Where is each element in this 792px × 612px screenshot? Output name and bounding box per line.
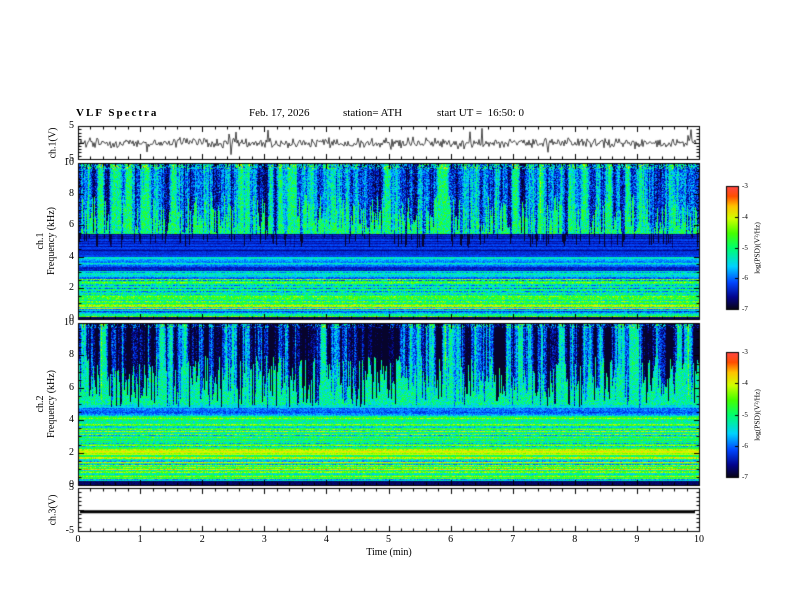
- colorbar2-label: log(PSD)(V²/Hz): [752, 389, 762, 441]
- y-tick-label: 6: [69, 381, 74, 393]
- colorbar-tick-label: -5: [742, 243, 748, 252]
- y-tick-label: 0: [69, 479, 74, 490]
- x-tick-label: 3: [261, 534, 267, 545]
- colorbar-tick-label: -6: [742, 274, 748, 283]
- x-tick-label: 5: [386, 534, 391, 545]
- axis-label-ch1-frequency: ch.1 Frequency (kHz): [35, 207, 57, 275]
- y-tick-label: 10: [64, 157, 74, 168]
- axis-label-time: Time (min): [366, 547, 412, 558]
- y-tick-label: 5: [69, 120, 74, 131]
- x-tick-label: 7: [510, 534, 516, 545]
- header-date: Feb. 17, 2026: [249, 107, 310, 119]
- y-tick-label: 10: [64, 317, 74, 328]
- axis-label-line2: Frequency (kHz): [46, 206, 57, 276]
- colorbar-tick-label: -4: [742, 379, 748, 388]
- x-tick-label: 4: [323, 534, 329, 545]
- figure-title: VLF Spectra: [76, 107, 159, 119]
- x-tick-label: 6: [448, 534, 454, 545]
- colorbar-tick-label: -6: [742, 441, 748, 450]
- axis-label-ch2-frequency: ch.2 Frequency (kHz): [35, 370, 57, 438]
- header-station: station= ATH: [343, 107, 403, 119]
- axis-label-line2: Frequency (kHz): [46, 369, 57, 439]
- colorbar-tick-label: -3: [742, 348, 748, 356]
- x-tick-label: 8: [572, 534, 578, 545]
- y-tick-label: -5: [65, 153, 74, 164]
- x-tick-label: 2: [199, 534, 205, 545]
- colorbar-tick-label: -5: [742, 410, 748, 419]
- y-tick-label: -5: [65, 525, 74, 536]
- colorbar1-label: log(PSD)(V²/Hz): [752, 222, 762, 274]
- y-tick-label: 6: [69, 219, 74, 231]
- y-tick-label: 2: [69, 446, 74, 458]
- y-tick-label: 2: [69, 281, 74, 293]
- y-tick-label: 0: [69, 313, 74, 324]
- x-tick-label: 0: [75, 534, 81, 545]
- x-tick-label: 1: [137, 534, 143, 545]
- colorbar-tick-label: -3: [742, 182, 748, 190]
- axis-label-text: ch.3(V): [47, 494, 59, 526]
- axis-label-line1: ch.2: [35, 395, 46, 413]
- y-tick-label: 4: [69, 250, 74, 262]
- header-start-ut: start UT = 16:50: 0: [437, 107, 524, 119]
- colorbar-tick-label: -7: [742, 305, 748, 313]
- y-tick-label: 4: [69, 414, 74, 426]
- axis-label-ch3-voltage: ch.3(V): [48, 495, 59, 526]
- y-tick-label: 5: [69, 482, 74, 493]
- colorbar-tick-label: -4: [742, 212, 748, 221]
- x-tick-label: 9: [634, 534, 640, 545]
- axis-label-line1: ch.1: [35, 232, 46, 250]
- colorbar-tick-label: -7: [742, 473, 748, 481]
- y-tick-label: 8: [69, 188, 74, 200]
- x-tick-label: 10: [694, 534, 704, 545]
- y-tick-label: 8: [69, 349, 74, 361]
